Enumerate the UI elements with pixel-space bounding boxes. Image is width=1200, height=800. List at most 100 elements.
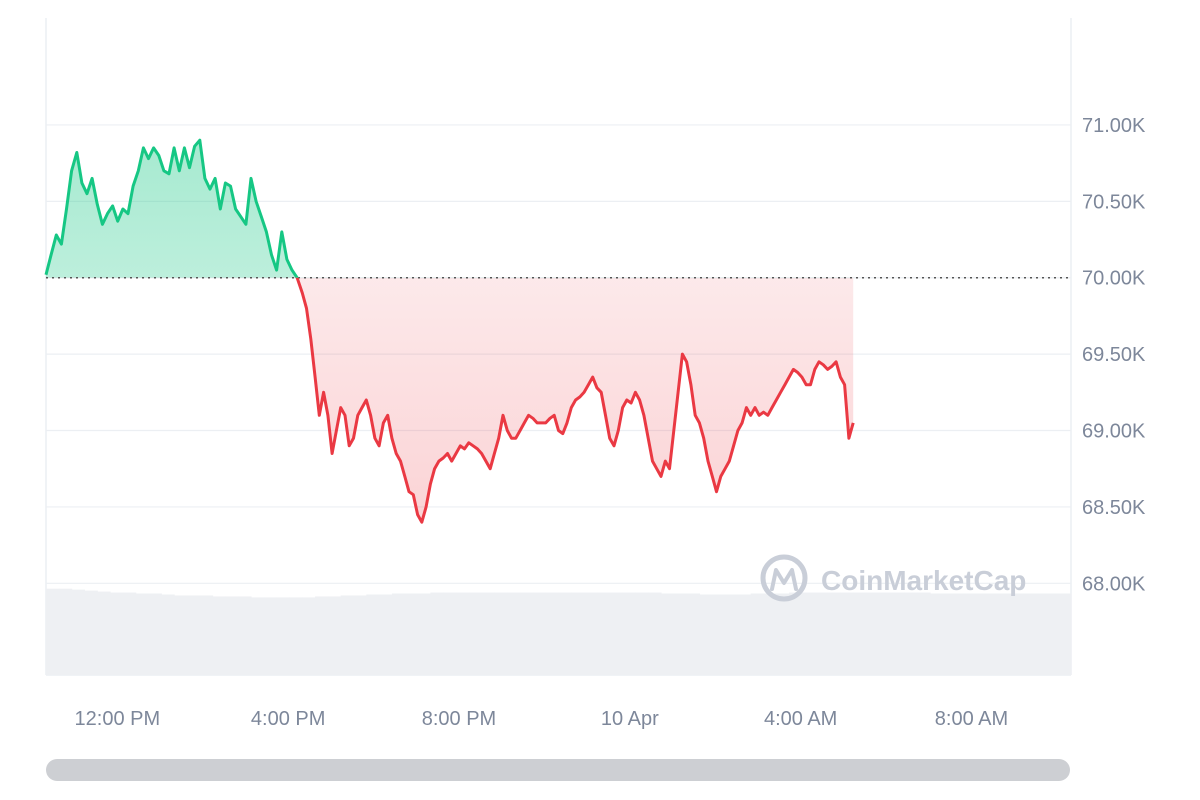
volume-bar: [648, 592, 662, 675]
volume-bar: [276, 597, 291, 675]
volume-bar: [853, 592, 867, 675]
volume-bar: [238, 596, 252, 675]
volume-bar: [725, 594, 739, 675]
volume-bar: [251, 597, 265, 675]
volume-bar: [366, 594, 380, 675]
volume-bar: [430, 592, 444, 675]
volume-bar: [494, 592, 508, 675]
volume-bar: [930, 593, 944, 675]
volume-bar: [122, 592, 137, 675]
volume-bar: [71, 589, 86, 675]
volume-bar: [520, 592, 534, 675]
volume-bar: [302, 597, 316, 675]
price-line: [44, 138, 855, 524]
y-axis: 71.00K 70.50K 70.00K 69.50K 69.00K 68.50K 68.0…: [1082, 115, 1146, 595]
volume-bar: [225, 596, 239, 675]
volume-bar: [814, 592, 829, 675]
volume-bar: [148, 593, 162, 675]
volume-bar: [827, 592, 841, 675]
volume-bar: [840, 592, 854, 675]
volume-bar: [866, 592, 880, 675]
volume-bars: [46, 588, 1072, 675]
coinmarketcap-logo-icon: [760, 554, 808, 602]
volume-bar: [1006, 593, 1021, 675]
volume-bar: [1019, 593, 1034, 675]
volume-bar: [558, 592, 572, 675]
volume-bar: [1045, 593, 1059, 675]
volume-bar: [904, 592, 918, 675]
volume-bar: [379, 594, 393, 675]
volume-bar: [750, 593, 765, 675]
volume-bar: [97, 591, 111, 675]
volume-bar: [763, 593, 777, 675]
price-area: [46, 140, 854, 523]
y-tick-label: 70.50K: [1082, 191, 1146, 213]
x-tick-label: 4:00 PM: [251, 708, 325, 730]
y-tick-label: 70.00K: [1082, 268, 1146, 290]
volume-bar: [699, 594, 713, 675]
price-line-up: [44, 138, 299, 278]
volume-bar: [622, 592, 636, 675]
volume-bar: [110, 592, 124, 675]
area-above-baseline: [46, 140, 854, 278]
volume-bar: [661, 593, 675, 675]
volume-bar: [712, 594, 726, 675]
volume-bar: [456, 592, 470, 675]
volume-bar: [981, 593, 995, 675]
volume-bar: [891, 592, 906, 675]
volume-bar: [507, 592, 521, 675]
coinmarketcap-watermark: CoinMarketCap: [760, 554, 1026, 602]
volume-bar: [289, 597, 303, 675]
x-axis: 12:00 PM 4:00 PM 8:00 PM 10 Apr 4:00 AM 8:00 …: [75, 708, 1009, 730]
volume-bar: [443, 592, 457, 675]
volume-bar: [58, 588, 73, 675]
volume-bar: [686, 593, 701, 675]
volume-bar: [1032, 593, 1046, 675]
x-tick-label: 4:00 AM: [764, 708, 837, 730]
volume-bar: [84, 590, 98, 675]
volume-bar: [135, 593, 150, 675]
volume-bar: [391, 593, 406, 675]
volume-bar: [968, 593, 982, 675]
x-tick-label: 10 Apr: [601, 708, 659, 730]
volume-bar: [315, 596, 329, 675]
x-tick-label: 8:00 PM: [422, 708, 496, 730]
volume-bar: [174, 595, 188, 675]
volume-bar: [532, 592, 547, 675]
volume-bar: [481, 592, 496, 675]
volume-bar: [955, 593, 970, 675]
volume-bar: [46, 588, 60, 675]
volume-bar: [1058, 593, 1072, 675]
volume-bar: [353, 595, 367, 675]
volume-bar: [994, 593, 1008, 675]
volume-bar: [942, 593, 957, 675]
volume-bar: [545, 592, 560, 675]
volume-bar: [571, 592, 585, 675]
volume-bar: [635, 592, 649, 675]
volume-bar: [186, 595, 201, 675]
volume-bar: [327, 596, 342, 675]
y-tick-label: 69.50K: [1082, 344, 1146, 366]
volume-bar: [917, 592, 931, 675]
x-tick-label: 8:00 AM: [935, 708, 1008, 730]
y-tick-label: 68.50K: [1082, 497, 1146, 519]
volume-bar: [673, 593, 688, 675]
volume-bar: [468, 592, 483, 675]
volume-bar: [609, 592, 624, 675]
x-tick-label: 12:00 PM: [75, 708, 161, 730]
volume-bar: [199, 595, 214, 675]
volume-bar: [212, 596, 226, 675]
volume-bar: [417, 593, 431, 675]
volume-bar: [263, 597, 278, 675]
y-tick-label: 71.00K: [1082, 115, 1146, 137]
volume-bar: [737, 594, 752, 675]
volume-bar: [340, 595, 355, 675]
time-range-scrollbar[interactable]: [46, 759, 1070, 781]
volume-bar: [161, 594, 175, 675]
price-line-down: [295, 277, 855, 524]
volume-bar: [584, 592, 598, 675]
volume-bar: [776, 593, 790, 675]
volume-bar: [789, 592, 803, 675]
